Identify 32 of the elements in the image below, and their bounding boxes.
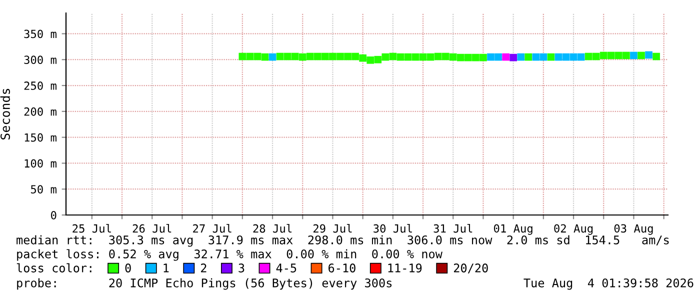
- text: packet loss: 0.52 % avg 32.71 % max 0.00 % min 0.00 % now: [17, 249, 442, 261]
- y-axis-title: Seconds: [0, 88, 10, 140]
- legend-label: 2: [201, 264, 206, 272]
- text: probe: 20 ICMP Echo Pings (56 Bytes) every 300s: [17, 278, 392, 290]
- y-tick-label: 300 m: [24, 56, 56, 64]
- legend-label: 0: [125, 264, 131, 272]
- x-tick-label: 27 Jul: [193, 224, 232, 233]
- x-tick-label: 02 Aug: [554, 224, 593, 235]
- y-tick-label: 50 m: [30, 185, 56, 194]
- legend-label: 6-10: [328, 264, 356, 272]
- legend-label: 20/20: [454, 264, 488, 274]
- y-tick-label: 350 m: [24, 30, 56, 38]
- x-tick-label: 26 Jul: [132, 224, 172, 233]
- y-tick-label: 250 m: [24, 82, 56, 90]
- y-tick-label: 150 m: [24, 133, 56, 142]
- legend-label: 4-5: [276, 264, 296, 272]
- legend-label: 1: [164, 264, 169, 272]
- text: Tue Aug 4 01:39:58 2026: [524, 278, 694, 290]
- y-tick-label: 100 m: [24, 159, 56, 168]
- x-tick-label: 30 Jul: [374, 224, 412, 233]
- x-tick-label: 01 Aug: [494, 224, 532, 235]
- x-tick-label: 28 Jul: [253, 224, 292, 233]
- text: median rtt: 305.3 ms avg 317.9 ms max 298.0 ms min 306.0 ms now 2.0 ms sd 154.5 am/s: [16, 235, 669, 247]
- y-tick-label: 200 m: [24, 107, 56, 116]
- legend-label: 3: [238, 264, 244, 272]
- x-tick-label: 31 Jul: [434, 224, 472, 233]
- legend-label: 11-19: [388, 264, 422, 272]
- x-tick-label: 03 Aug: [614, 224, 653, 235]
- x-tick-label: 25 Jul: [72, 224, 111, 233]
- legend-title: loss color:: [16, 263, 92, 272]
- x-tick-label: 29 Jul: [313, 224, 352, 233]
- y-tick-label: 0: [51, 211, 56, 220]
